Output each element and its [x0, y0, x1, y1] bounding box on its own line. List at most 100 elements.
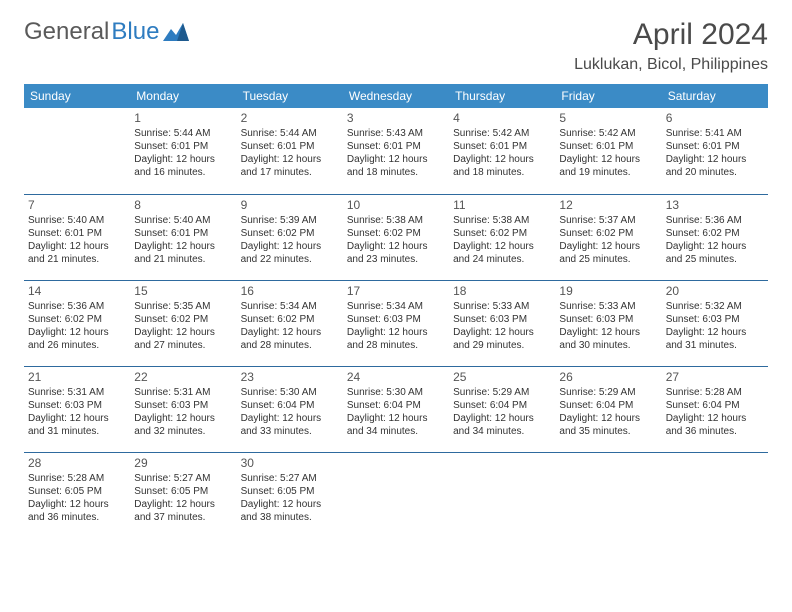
calendar-week-row: 21 Sunrise: 5:31 AMSunset: 6:03 PMDayligh…: [24, 366, 768, 452]
day-number: 30: [241, 456, 339, 470]
day-info: Sunrise: 5:44 AMSunset: 6:01 PMDaylight:…: [134, 127, 232, 179]
day-number: 9: [241, 198, 339, 212]
day-info: Sunrise: 5:40 AMSunset: 6:01 PMDaylight:…: [134, 214, 232, 266]
calendar-header-row: SundayMondayTuesdayWednesdayThursdayFrid…: [24, 84, 768, 108]
day-number: 10: [347, 198, 445, 212]
calendar-day-cell: 4 Sunrise: 5:42 AMSunset: 6:01 PMDaylight…: [449, 108, 555, 194]
day-info: Sunrise: 5:29 AMSunset: 6:04 PMDaylight:…: [559, 386, 657, 438]
day-number: 24: [347, 370, 445, 384]
day-number: 4: [453, 111, 551, 125]
day-number: 25: [453, 370, 551, 384]
day-number: 21: [28, 370, 126, 384]
day-number: 2: [241, 111, 339, 125]
day-info: Sunrise: 5:28 AMSunset: 6:05 PMDaylight:…: [28, 472, 126, 524]
day-number: 18: [453, 284, 551, 298]
title-block: April 2024 Luklukan, Bicol, Philippines: [574, 18, 768, 74]
day-number: 27: [666, 370, 764, 384]
day-info: Sunrise: 5:37 AMSunset: 6:02 PMDaylight:…: [559, 214, 657, 266]
day-number: 15: [134, 284, 232, 298]
day-info: Sunrise: 5:27 AMSunset: 6:05 PMDaylight:…: [134, 472, 232, 524]
calendar-day-cell: 21 Sunrise: 5:31 AMSunset: 6:03 PMDayligh…: [24, 366, 130, 452]
calendar-day-cell: 19 Sunrise: 5:33 AMSunset: 6:03 PMDayligh…: [555, 280, 661, 366]
day-info: Sunrise: 5:31 AMSunset: 6:03 PMDaylight:…: [134, 386, 232, 438]
calendar-day-cell: 28 Sunrise: 5:28 AMSunset: 6:05 PMDayligh…: [24, 452, 130, 538]
day-number: 19: [559, 284, 657, 298]
day-number: 17: [347, 284, 445, 298]
calendar-day-cell: 3Sunrise: 5:43 AMSunset: 6:01 PMDaylight…: [343, 108, 449, 194]
day-number: 1: [134, 111, 232, 125]
calendar-day-cell: [343, 452, 449, 538]
calendar-day-cell: 1 Sunrise: 5:44 AMSunset: 6:01 PMDaylight…: [130, 108, 236, 194]
day-header: Thursday: [449, 84, 555, 108]
day-number: 20: [666, 284, 764, 298]
brand-mark-icon: [163, 23, 189, 41]
day-info: Sunrise: 5:44 AMSunset: 6:01 PMDaylight:…: [241, 127, 339, 179]
calendar-day-cell: 11Sunrise: 5:38 AMSunset: 6:02 PMDayligh…: [449, 194, 555, 280]
calendar-day-cell: 6Sunrise: 5:41 AMSunset: 6:01 PMDaylight…: [662, 108, 768, 194]
day-number: 12: [559, 198, 657, 212]
day-info: Sunrise: 5:28 AMSunset: 6:04 PMDaylight:…: [666, 386, 764, 438]
day-number: 5: [559, 111, 657, 125]
location-text: Luklukan, Bicol, Philippines: [574, 56, 768, 74]
day-number: 26: [559, 370, 657, 384]
day-info: Sunrise: 5:42 AMSunset: 6:01 PMDaylight:…: [453, 127, 551, 179]
calendar-day-cell: 9 Sunrise: 5:39 AMSunset: 6:02 PMDaylight…: [237, 194, 343, 280]
day-info: Sunrise: 5:35 AMSunset: 6:02 PMDaylight:…: [134, 300, 232, 352]
calendar-day-cell: 18 Sunrise: 5:33 AMSunset: 6:03 PMDayligh…: [449, 280, 555, 366]
day-header: Wednesday: [343, 84, 449, 108]
day-info: Sunrise: 5:30 AMSunset: 6:04 PMDaylight:…: [241, 386, 339, 438]
day-info: Sunrise: 5:41 AMSunset: 6:01 PMDaylight:…: [666, 127, 764, 179]
calendar-body: 1 Sunrise: 5:44 AMSunset: 6:01 PMDaylight…: [24, 108, 768, 538]
calendar-week-row: 7 Sunrise: 5:40 AMSunset: 6:01 PMDaylight…: [24, 194, 768, 280]
day-info: Sunrise: 5:38 AMSunset: 6:02 PMDaylight:…: [347, 214, 445, 266]
calendar-week-row: 1 Sunrise: 5:44 AMSunset: 6:01 PMDaylight…: [24, 108, 768, 194]
calendar-day-cell: 29 Sunrise: 5:27 AMSunset: 6:05 PMDayligh…: [130, 452, 236, 538]
calendar-day-cell: 2 Sunrise: 5:44 AMSunset: 6:01 PMDaylight…: [237, 108, 343, 194]
calendar-day-cell: 5 Sunrise: 5:42 AMSunset: 6:01 PMDaylight…: [555, 108, 661, 194]
month-title: April 2024: [574, 18, 768, 52]
calendar-day-cell: [449, 452, 555, 538]
calendar-day-cell: 15 Sunrise: 5:35 AMSunset: 6:02 PMDayligh…: [130, 280, 236, 366]
day-number: 13: [666, 198, 764, 212]
calendar-week-row: 28 Sunrise: 5:28 AMSunset: 6:05 PMDayligh…: [24, 452, 768, 538]
day-info: Sunrise: 5:34 AMSunset: 6:03 PMDaylight:…: [347, 300, 445, 352]
calendar-day-cell: 10 Sunrise: 5:38 AMSunset: 6:02 PMDayligh…: [343, 194, 449, 280]
calendar-day-cell: 22 Sunrise: 5:31 AMSunset: 6:03 PMDayligh…: [130, 366, 236, 452]
day-info: Sunrise: 5:40 AMSunset: 6:01 PMDaylight:…: [28, 214, 126, 266]
calendar-day-cell: 8 Sunrise: 5:40 AMSunset: 6:01 PMDaylight…: [130, 194, 236, 280]
day-number: 7: [28, 198, 126, 212]
day-info: Sunrise: 5:30 AMSunset: 6:04 PMDaylight:…: [347, 386, 445, 438]
day-header: Tuesday: [237, 84, 343, 108]
calendar-day-cell: [24, 108, 130, 194]
calendar-day-cell: 27 Sunrise: 5:28 AMSunset: 6:04 PMDayligh…: [662, 366, 768, 452]
day-number: 29: [134, 456, 232, 470]
day-info: Sunrise: 5:42 AMSunset: 6:01 PMDaylight:…: [559, 127, 657, 179]
day-info: Sunrise: 5:31 AMSunset: 6:03 PMDaylight:…: [28, 386, 126, 438]
day-info: Sunrise: 5:36 AMSunset: 6:02 PMDaylight:…: [28, 300, 126, 352]
calendar-day-cell: 20 Sunrise: 5:32 AMSunset: 6:03 PMDayligh…: [662, 280, 768, 366]
day-number: 16: [241, 284, 339, 298]
calendar-day-cell: 12 Sunrise: 5:37 AMSunset: 6:02 PMDayligh…: [555, 194, 661, 280]
day-number: 14: [28, 284, 126, 298]
day-number: 8: [134, 198, 232, 212]
brand-logo: GeneralBlue: [24, 18, 189, 46]
calendar-day-cell: [555, 452, 661, 538]
day-info: Sunrise: 5:39 AMSunset: 6:02 PMDaylight:…: [241, 214, 339, 266]
day-header: Saturday: [662, 84, 768, 108]
day-info: Sunrise: 5:27 AMSunset: 6:05 PMDaylight:…: [241, 472, 339, 524]
day-info: Sunrise: 5:36 AMSunset: 6:02 PMDaylight:…: [666, 214, 764, 266]
day-info: Sunrise: 5:29 AMSunset: 6:04 PMDaylight:…: [453, 386, 551, 438]
brand-part2: Blue: [111, 18, 159, 46]
day-number: 28: [28, 456, 126, 470]
day-number: 3: [347, 111, 445, 125]
calendar-day-cell: 7 Sunrise: 5:40 AMSunset: 6:01 PMDaylight…: [24, 194, 130, 280]
day-info: Sunrise: 5:32 AMSunset: 6:03 PMDaylight:…: [666, 300, 764, 352]
calendar-day-cell: 14 Sunrise: 5:36 AMSunset: 6:02 PMDayligh…: [24, 280, 130, 366]
calendar-day-cell: 26 Sunrise: 5:29 AMSunset: 6:04 PMDayligh…: [555, 366, 661, 452]
day-header: Monday: [130, 84, 236, 108]
day-info: Sunrise: 5:33 AMSunset: 6:03 PMDaylight:…: [559, 300, 657, 352]
calendar-table: SundayMondayTuesdayWednesdayThursdayFrid…: [24, 84, 768, 538]
calendar-day-cell: 23Sunrise: 5:30 AMSunset: 6:04 PMDayligh…: [237, 366, 343, 452]
day-number: 22: [134, 370, 232, 384]
day-info: Sunrise: 5:33 AMSunset: 6:03 PMDaylight:…: [453, 300, 551, 352]
